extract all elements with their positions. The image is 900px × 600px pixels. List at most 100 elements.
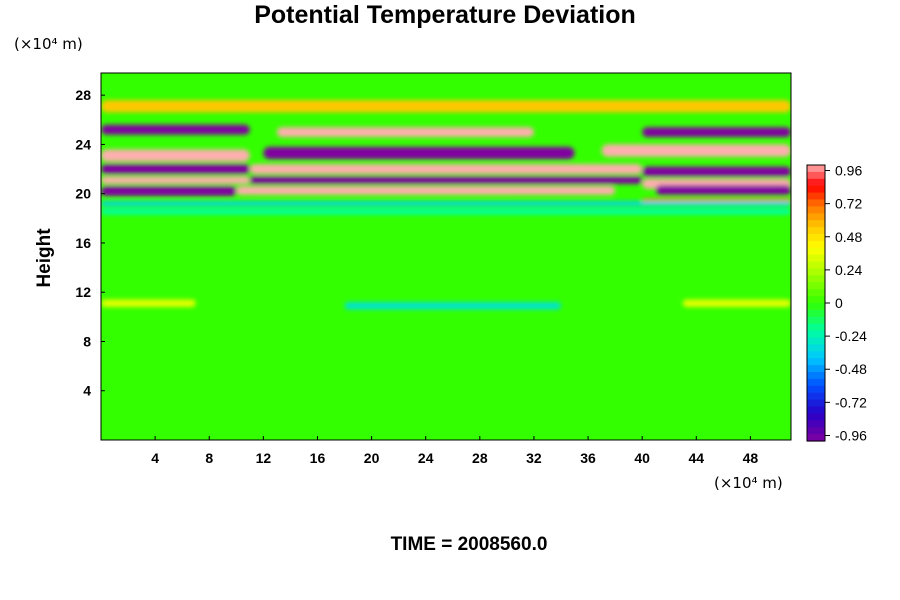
colorbar-segment [807, 337, 825, 345]
colorbar-segment [807, 165, 825, 173]
colorbar-segment [807, 261, 825, 270]
colorbar-segment [807, 240, 825, 249]
heatmap-band [101, 299, 196, 307]
colorbar-segment [807, 171, 825, 180]
colorbar-ticks: 0.96 0.72 0.48 0.24 0 -0.24 -0.48 -0.72 -0.96 [825, 163, 867, 443]
colorbar-segment [807, 323, 825, 332]
colorbar-segment [807, 420, 825, 428]
colorbar-segment [807, 199, 825, 207]
heatmap-band [249, 164, 643, 174]
colorbar-segment [807, 358, 825, 366]
heatmap-band [101, 176, 250, 184]
heatmap-band [101, 164, 250, 174]
y-tick-label: 24 [75, 136, 91, 152]
colorbar-tick-label: -0.72 [835, 394, 867, 410]
y-tick-label: 28 [75, 87, 91, 103]
colorbar-segment [807, 178, 825, 187]
heatmap-band [642, 166, 791, 177]
colorbar-segment [807, 427, 825, 435]
colorbar-segment [807, 234, 825, 242]
x-tick-label: 36 [580, 450, 596, 466]
heatmap-band [655, 185, 791, 195]
colorbar-segment [807, 309, 825, 318]
heatmap-band [263, 146, 575, 160]
colorbar-segment [807, 316, 825, 325]
x-tick-label: 8 [205, 450, 213, 466]
heatmap-band [101, 186, 237, 197]
heatmap-band [344, 302, 561, 310]
colorbar-tick-label: -0.48 [835, 361, 867, 377]
y-tick-label: 8 [83, 333, 91, 349]
x-tick-label: 16 [310, 450, 326, 466]
x-tick-label: 24 [418, 450, 434, 466]
colorbar-tick-label: -0.24 [835, 328, 867, 344]
colorbar-tick-label: 0 [835, 295, 843, 311]
colorbar-segment [807, 372, 825, 380]
colorbar-segment [807, 268, 825, 276]
heatmap-band [101, 201, 791, 207]
colorbar-segment [807, 275, 825, 283]
colorbar-segment [807, 227, 825, 235]
time-label: TIME = 2008560.0 [391, 534, 548, 555]
y-tick-label: 12 [75, 284, 91, 300]
heatmap-band [249, 176, 643, 184]
x-tick-label: 28 [472, 450, 488, 466]
colorbar-segment [807, 220, 825, 228]
colorbar-segment [807, 413, 825, 421]
colorbar-segment [807, 351, 825, 359]
y-unit-label: (×10⁴ m) [14, 35, 83, 53]
colorbar-segment [807, 282, 825, 290]
colorbar-segment [807, 434, 825, 442]
x-tick-label: 20 [364, 450, 380, 466]
y-tick-label: 20 [75, 186, 91, 202]
heatmap-band [101, 124, 250, 135]
colorbar-segment [807, 344, 825, 352]
x-unit-label: (×10⁴ m) [714, 474, 783, 492]
colorbar-tick-label: 0.24 [835, 262, 862, 278]
x-axis-ticks: 4 8 12 16 20 24 28 32 36 40 44 48 [151, 436, 758, 466]
colorbar-tick-label: 0.72 [835, 196, 862, 212]
colorbar-segment [807, 303, 825, 311]
heatmap-band [101, 149, 250, 162]
heatmap-band [276, 127, 534, 138]
colorbar-segment [807, 254, 825, 263]
x-tick-label: 48 [743, 450, 759, 466]
colorbar-tick-label: 0.48 [835, 229, 862, 245]
heatmap-band [682, 299, 791, 307]
plot-frame [100, 72, 792, 441]
heatmap-band [101, 208, 791, 215]
colorbar-segment [807, 247, 825, 256]
colorbar-segment [807, 296, 825, 304]
colorbar-segment [807, 213, 825, 221]
x-tick-label: 44 [689, 450, 705, 466]
colorbar [806, 164, 826, 442]
colorbar-segment [807, 399, 825, 408]
colorbar-segment [807, 378, 825, 387]
y-tick-label: 16 [75, 235, 91, 251]
colorbar-segment [807, 185, 825, 194]
y-axis-label: Height [34, 228, 55, 288]
colorbar-segment [807, 206, 825, 214]
x-tick-label: 12 [256, 450, 272, 466]
colorbar-segment [807, 289, 825, 297]
heatmap-band [642, 127, 791, 138]
y-axis-ticks: 4 8 12 16 20 24 28 [75, 87, 105, 399]
x-tick-label: 32 [526, 450, 542, 466]
plot-area [101, 73, 791, 440]
colorbar-tick-label: 0.96 [835, 163, 862, 179]
y-tick-label: 4 [83, 383, 91, 399]
colorbar-segment [807, 330, 825, 339]
heatmap-band [236, 186, 616, 195]
heatmap-bands [101, 100, 791, 310]
colorbar-segment [807, 385, 825, 394]
heatmap-band [601, 144, 791, 157]
x-tick-label: 40 [634, 450, 650, 466]
heatmap-band [101, 100, 791, 113]
x-tick-label: 4 [151, 450, 159, 466]
colorbar-segment [807, 392, 825, 401]
colorbar-segment [807, 406, 825, 414]
colorbar-segment [807, 365, 825, 373]
chart-title: Potential Temperature Deviation [254, 1, 636, 29]
colorbar-segment [807, 192, 825, 201]
